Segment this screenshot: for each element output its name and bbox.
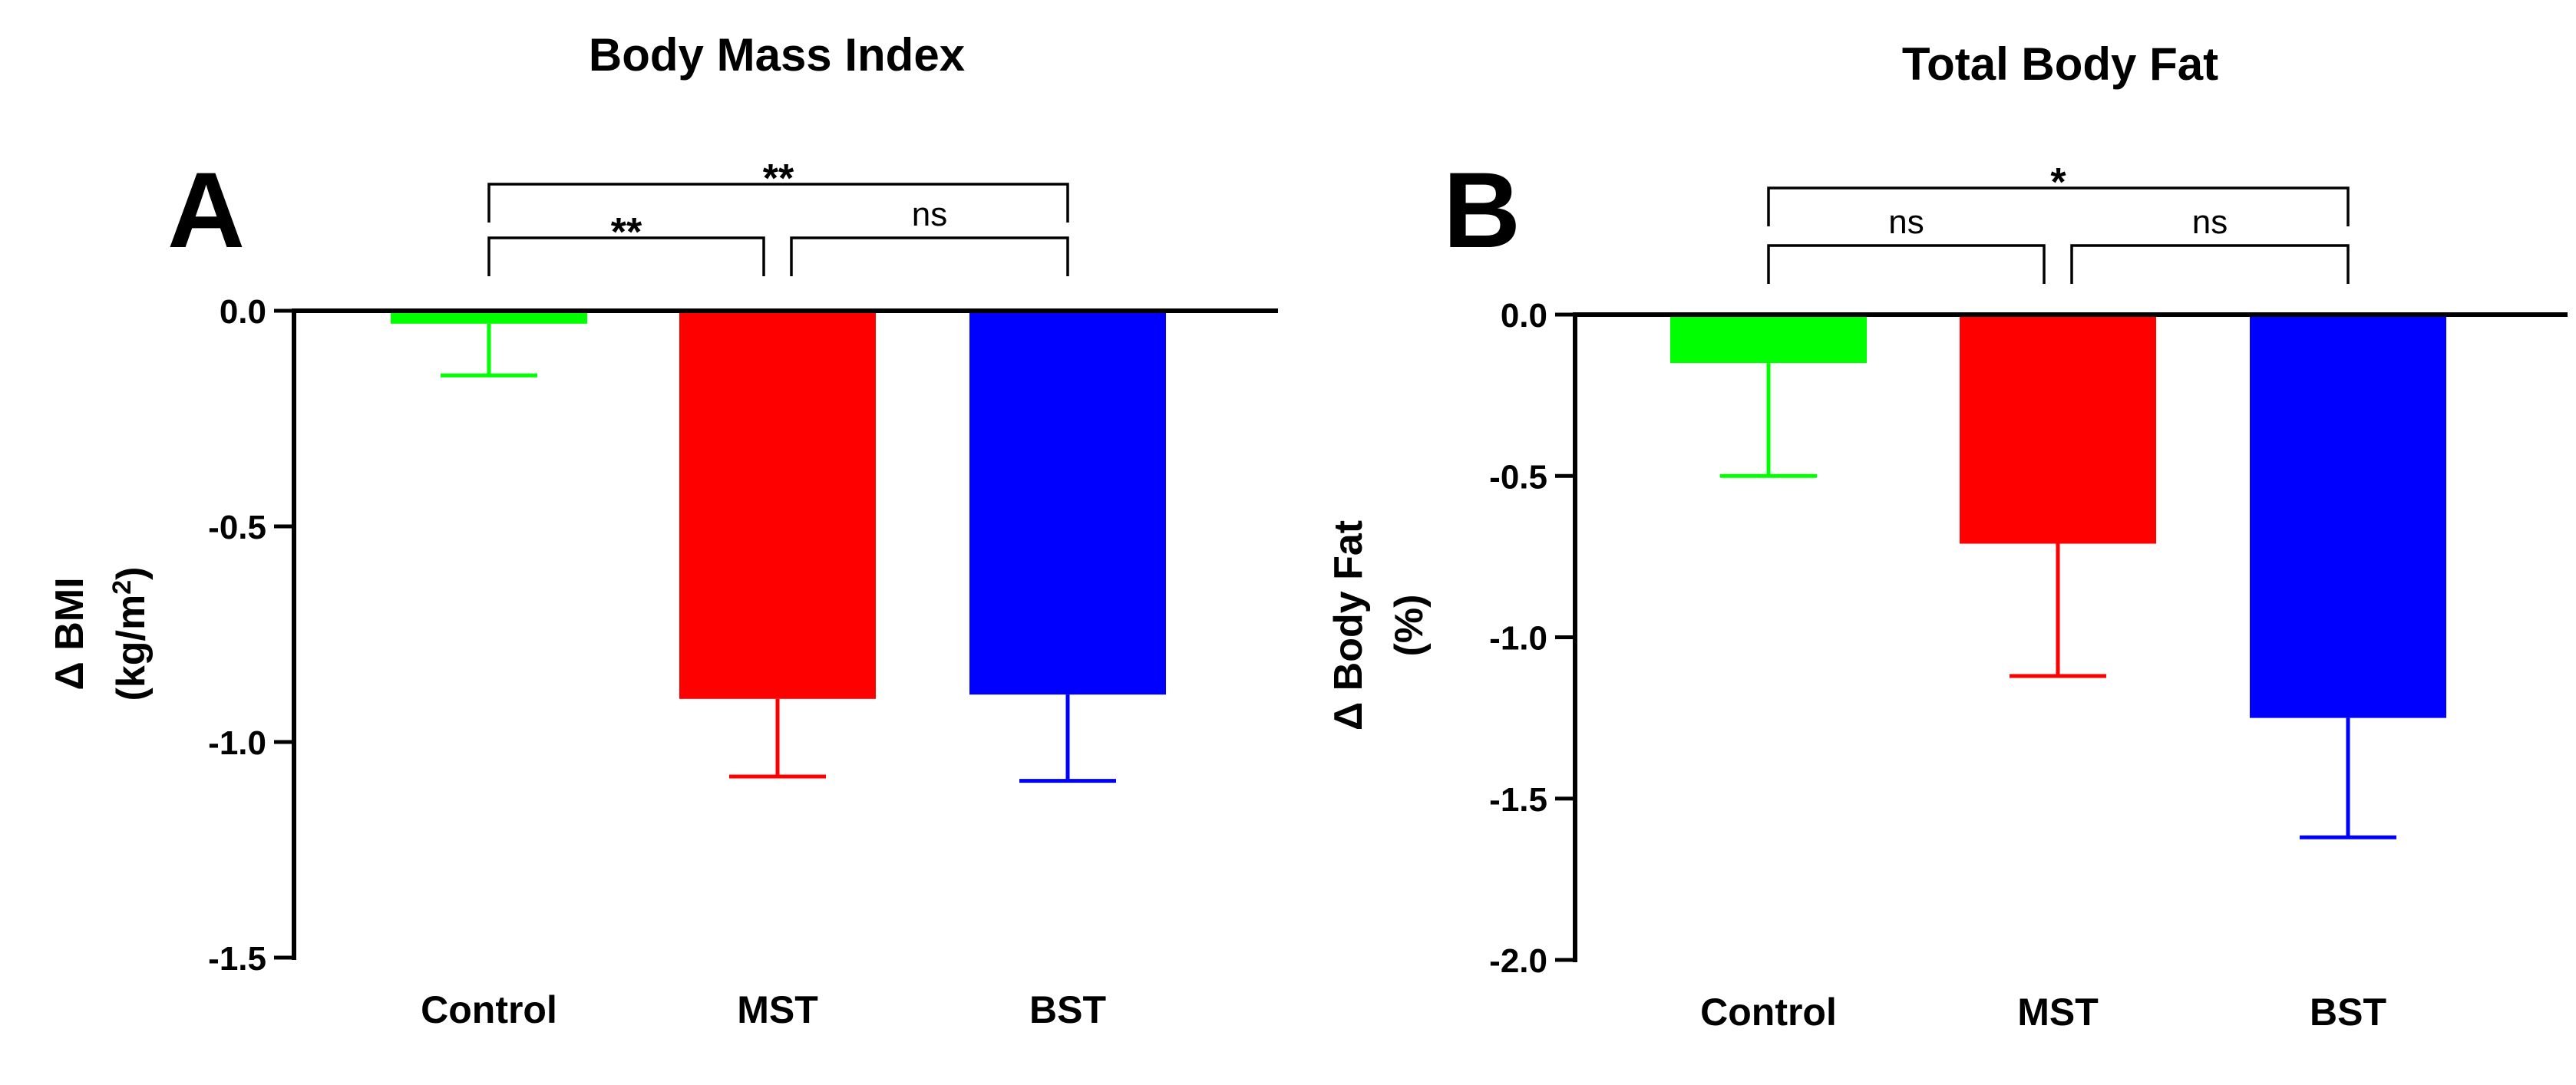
panel-a: Body Mass Index A Δ BMI (kg/m2) 0.0 -0.5 -1.0 -… xyxy=(48,29,1278,1031)
significance-bracket xyxy=(1767,186,2350,226)
x-category-label: Control xyxy=(1700,991,1837,1034)
x-category-label: MST xyxy=(737,988,818,1031)
y-tick-label: 0.0 xyxy=(220,293,266,331)
chart-title: Body Mass Index xyxy=(589,29,965,81)
significance-label: ns xyxy=(912,196,947,233)
panel-letter: B xyxy=(1443,150,1521,270)
panel-letter: A xyxy=(167,150,245,270)
significance-bracket xyxy=(2070,244,2350,284)
y-axis-unit-prefix: (kg/m xyxy=(109,595,154,701)
panel-b: Total Body Fat B Δ Body Fat (%) 0.0 -0.5 -1.0 -… xyxy=(1326,38,2568,1034)
y-axis-unit-suffix: ) xyxy=(109,567,154,580)
x-category-label: BST xyxy=(2310,991,2386,1034)
y-tick-label: -1.0 xyxy=(208,724,266,762)
significance-bracket xyxy=(487,183,1069,223)
bar-bst xyxy=(2250,315,2446,718)
chart-title: Total Body Fat xyxy=(1902,38,2218,90)
bar-control xyxy=(391,311,587,324)
y-tick-label: -2.0 xyxy=(1489,942,1547,980)
significance-bracket xyxy=(790,236,1069,276)
significance-label: ** xyxy=(611,210,642,255)
y-axis-label: Δ Body Fat xyxy=(1326,520,1371,730)
y-tick-label: -0.5 xyxy=(1489,458,1547,496)
bar-control xyxy=(1670,315,1867,364)
x-category-label: MST xyxy=(2017,991,2099,1034)
significance-label: ns xyxy=(1888,203,1924,241)
bar-mst xyxy=(679,311,876,699)
x-category-label: Control xyxy=(421,988,557,1031)
significance-label: ** xyxy=(763,157,794,201)
significance-bracket xyxy=(487,236,765,276)
significance-label: ns xyxy=(2192,203,2228,241)
y-tick-label: -1.0 xyxy=(1489,620,1547,658)
y-tick-label: 0.0 xyxy=(1501,297,1547,335)
y-tick-label: -1.5 xyxy=(208,940,266,978)
y-axis-unit-label: (%) xyxy=(1387,595,1432,657)
y-axis-unit-label: (kg/m2) xyxy=(107,567,154,701)
significance-label: * xyxy=(2050,160,2066,205)
y-axis-label: Δ BMI xyxy=(48,577,92,690)
y-tick-label: -1.5 xyxy=(1489,781,1547,819)
x-category-label: BST xyxy=(1029,988,1106,1031)
significance-bracket xyxy=(1767,244,2046,284)
bar-mst xyxy=(1960,315,2156,544)
y-axis-unit-prefix: (%) xyxy=(1387,595,1432,657)
y-tick-label: -0.5 xyxy=(208,509,266,546)
y-axis-unit-superscript: 2 xyxy=(107,580,137,595)
bar-bst xyxy=(969,311,1166,695)
